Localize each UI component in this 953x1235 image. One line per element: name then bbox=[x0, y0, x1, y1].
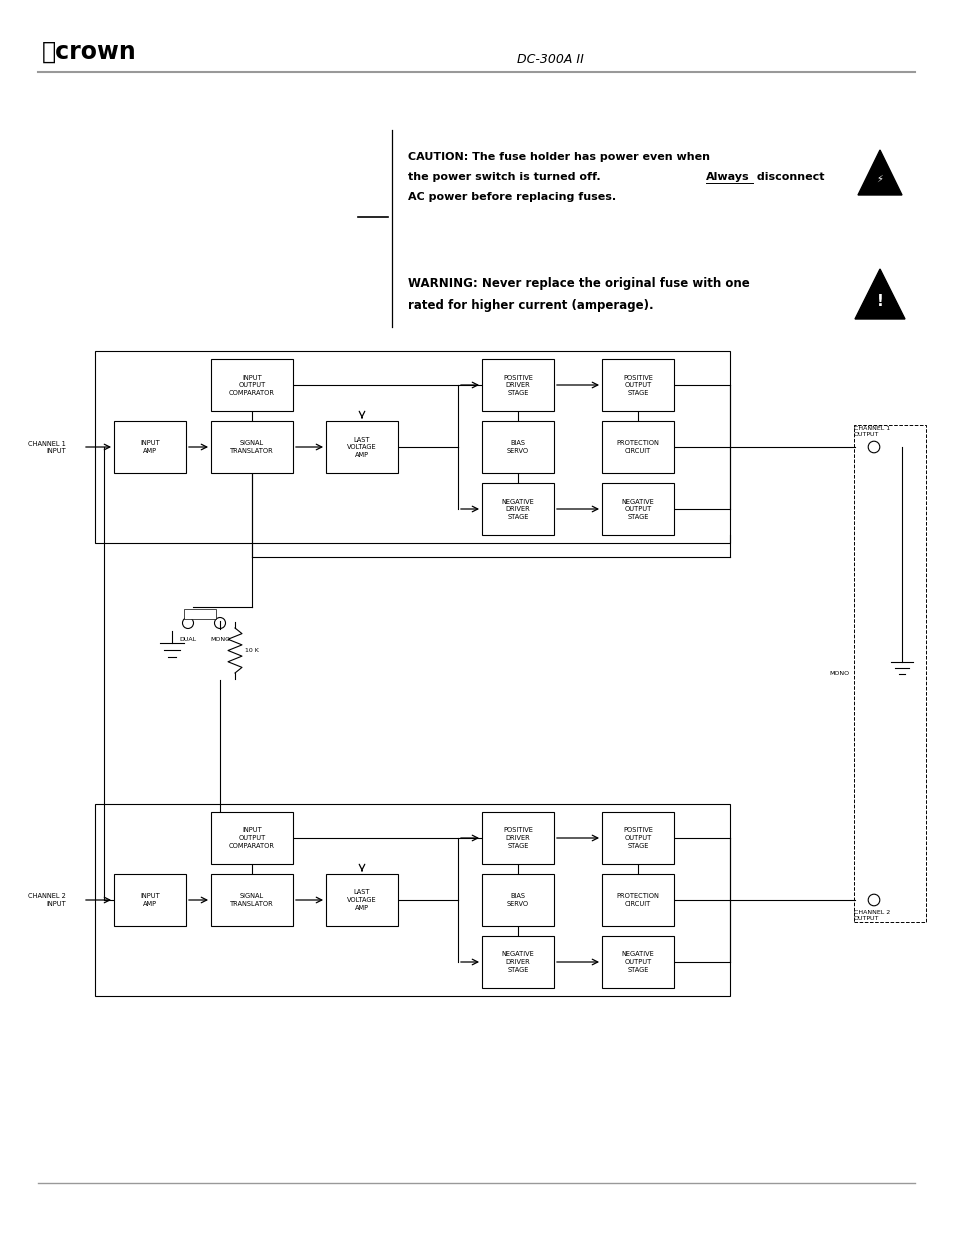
Text: 10 K: 10 K bbox=[245, 648, 258, 653]
Text: POSITIVE
OUTPUT
STAGE: POSITIVE OUTPUT STAGE bbox=[622, 374, 652, 395]
Bar bbox=[211, 811, 293, 864]
Bar bbox=[326, 421, 397, 473]
Bar bbox=[481, 483, 554, 535]
Text: NEGATIVE
OUTPUT
STAGE: NEGATIVE OUTPUT STAGE bbox=[621, 951, 654, 972]
Text: PROTECTION
CIRCUIT: PROTECTION CIRCUIT bbox=[616, 893, 659, 906]
Bar bbox=[184, 609, 215, 619]
Bar bbox=[481, 811, 554, 864]
Text: Ⓢcrown: Ⓢcrown bbox=[42, 40, 136, 64]
Bar bbox=[601, 483, 673, 535]
Text: Always: Always bbox=[705, 172, 749, 182]
Text: INPUT
OUTPUT
COMPARATOR: INPUT OUTPUT COMPARATOR bbox=[229, 374, 274, 395]
Bar bbox=[95, 804, 729, 995]
Bar bbox=[481, 421, 554, 473]
Text: MONO: MONO bbox=[210, 637, 230, 642]
Text: CHANNEL 1
OUTPUT: CHANNEL 1 OUTPUT bbox=[853, 426, 889, 437]
Text: !: ! bbox=[876, 294, 882, 309]
Text: rated for higher current (amperage).: rated for higher current (amperage). bbox=[408, 299, 653, 311]
Text: CHANNEL 1
INPUT: CHANNEL 1 INPUT bbox=[28, 441, 66, 453]
Text: CHANNEL 2
INPUT: CHANNEL 2 INPUT bbox=[28, 893, 66, 906]
Bar bbox=[481, 874, 554, 926]
Text: disconnect: disconnect bbox=[752, 172, 823, 182]
Text: DC-300A II: DC-300A II bbox=[516, 53, 583, 65]
Bar bbox=[601, 936, 673, 988]
Text: INPUT
AMP: INPUT AMP bbox=[140, 893, 160, 906]
Bar bbox=[95, 351, 729, 543]
Bar bbox=[481, 359, 554, 411]
Bar bbox=[326, 874, 397, 926]
Bar bbox=[211, 874, 293, 926]
Text: SIGNAL
TRANSLATOR: SIGNAL TRANSLATOR bbox=[230, 440, 274, 453]
Text: AC power before replacing fuses.: AC power before replacing fuses. bbox=[408, 191, 616, 203]
Text: LAST
VOLTAGE
AMP: LAST VOLTAGE AMP bbox=[347, 889, 376, 910]
Text: the power switch is turned off.: the power switch is turned off. bbox=[408, 172, 604, 182]
Bar bbox=[113, 874, 186, 926]
Text: INPUT
AMP: INPUT AMP bbox=[140, 440, 160, 453]
Text: ⚡: ⚡ bbox=[876, 174, 882, 184]
Bar bbox=[601, 811, 673, 864]
Bar bbox=[211, 421, 293, 473]
Text: WARNING: Never replace the original fuse with one: WARNING: Never replace the original fuse… bbox=[408, 277, 749, 289]
Text: NEGATIVE
DRIVER
STAGE: NEGATIVE DRIVER STAGE bbox=[501, 499, 534, 520]
Text: POSITIVE
DRIVER
STAGE: POSITIVE DRIVER STAGE bbox=[502, 827, 533, 848]
Bar bbox=[481, 936, 554, 988]
Bar bbox=[211, 359, 293, 411]
Text: INPUT
OUTPUT
COMPARATOR: INPUT OUTPUT COMPARATOR bbox=[229, 827, 274, 848]
Text: MONO: MONO bbox=[829, 671, 849, 676]
Text: CHANNEL 2
OUTPUT: CHANNEL 2 OUTPUT bbox=[853, 910, 889, 921]
Polygon shape bbox=[857, 149, 901, 195]
Text: BIAS
SERVO: BIAS SERVO bbox=[506, 440, 529, 453]
Text: SIGNAL
TRANSLATOR: SIGNAL TRANSLATOR bbox=[230, 893, 274, 906]
Text: CAUTION: The fuse holder has power even when: CAUTION: The fuse holder has power even … bbox=[408, 152, 709, 162]
Bar bbox=[601, 874, 673, 926]
Text: BIAS
SERVO: BIAS SERVO bbox=[506, 893, 529, 906]
Bar bbox=[113, 421, 186, 473]
Bar bbox=[601, 359, 673, 411]
Text: POSITIVE
OUTPUT
STAGE: POSITIVE OUTPUT STAGE bbox=[622, 827, 652, 848]
Text: NEGATIVE
OUTPUT
STAGE: NEGATIVE OUTPUT STAGE bbox=[621, 499, 654, 520]
Text: PROTECTION
CIRCUIT: PROTECTION CIRCUIT bbox=[616, 440, 659, 453]
Polygon shape bbox=[854, 269, 904, 319]
Text: POSITIVE
DRIVER
STAGE: POSITIVE DRIVER STAGE bbox=[502, 374, 533, 395]
Text: LAST
VOLTAGE
AMP: LAST VOLTAGE AMP bbox=[347, 436, 376, 457]
Text: NEGATIVE
DRIVER
STAGE: NEGATIVE DRIVER STAGE bbox=[501, 951, 534, 972]
Bar bbox=[853, 425, 925, 923]
Bar bbox=[601, 421, 673, 473]
Text: DUAL: DUAL bbox=[179, 637, 196, 642]
